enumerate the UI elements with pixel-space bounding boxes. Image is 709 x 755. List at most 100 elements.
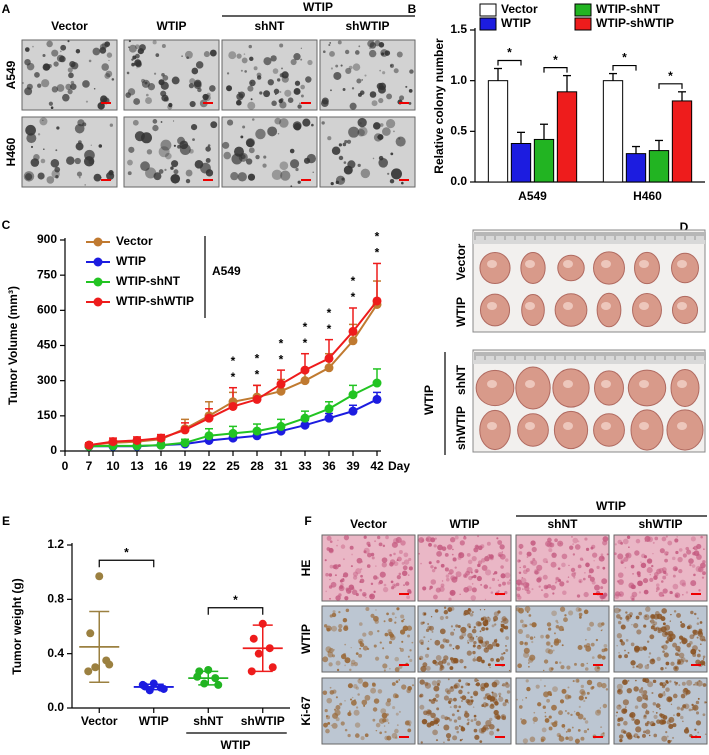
texture-dot: [360, 736, 365, 741]
significance-label: *: [255, 352, 260, 366]
texture-dot: [186, 56, 189, 60]
texture-dot: [390, 168, 402, 180]
texture-dot: [358, 45, 361, 48]
texture-dot: [543, 669, 545, 672]
texture-dot: [520, 582, 524, 586]
texture-dot: [674, 538, 679, 543]
x-tick-label: 42: [370, 459, 384, 473]
texture-dot: [574, 544, 581, 550]
texture-dot: [84, 184, 86, 186]
texture-dot: [470, 571, 473, 574]
micrograph: [417, 534, 512, 602]
texture-dot: [104, 73, 111, 79]
texture-dot: [642, 646, 648, 651]
significance-label: *: [124, 545, 129, 559]
texture-dot: [338, 628, 342, 632]
texture-dot: [695, 659, 701, 665]
texture-dot: [588, 568, 594, 574]
micrograph: [613, 605, 708, 673]
texture-dot: [522, 699, 524, 701]
texture-dot: [355, 686, 359, 690]
texture-dot: [356, 557, 363, 564]
texture-dot: [433, 544, 437, 548]
texture-dot: [546, 541, 553, 548]
texture-dot: [330, 89, 332, 92]
texture-dot: [345, 608, 350, 613]
tumor: [593, 413, 625, 447]
texture-dot: [532, 716, 538, 723]
texture-dot: [168, 102, 173, 108]
texture-dot: [396, 556, 402, 562]
texture-dot: [329, 50, 335, 57]
data-point: [91, 663, 100, 672]
texture-dot: [567, 695, 572, 699]
texture-dot: [299, 102, 301, 104]
texture-dot: [70, 61, 79, 70]
texture-dot: [373, 575, 378, 580]
texture-dot: [263, 57, 272, 66]
texture-dot: [580, 736, 585, 741]
texture-dot: [632, 573, 634, 575]
texture-dot: [646, 558, 653, 564]
texture-dot: [661, 631, 668, 638]
texture-dot: [524, 642, 527, 644]
texture-dot: [618, 734, 624, 739]
texture-dot: [655, 583, 660, 588]
texture-dot: [597, 654, 602, 659]
texture-dot: [540, 679, 542, 681]
texture-dot: [391, 586, 394, 589]
texture-dot: [375, 729, 378, 732]
texture-dot: [498, 554, 502, 557]
texture-dot: [618, 579, 624, 585]
texture-dot: [385, 535, 389, 540]
texture-dot: [681, 638, 687, 645]
significance-bracket: [98, 559, 155, 568]
texture-dot: [616, 633, 623, 639]
texture-dot: [352, 63, 361, 71]
texture-dot: [155, 53, 160, 57]
texture-dot: [584, 696, 588, 700]
texture-dot: [535, 684, 540, 689]
texture-dot: [691, 564, 696, 568]
texture-dot: [631, 597, 635, 601]
micrograph: [417, 605, 512, 673]
texture-dot: [644, 540, 647, 542]
texture-dot: [663, 570, 667, 575]
texture-dot: [670, 591, 673, 594]
texture-dot: [338, 623, 343, 629]
legend-label: WTIP-shWTIP: [116, 294, 194, 308]
texture-dot: [559, 606, 566, 612]
texture-dot: [376, 576, 379, 580]
texture-dot: [630, 564, 635, 569]
texture-dot: [400, 614, 405, 619]
texture-dot: [342, 142, 347, 147]
significance-label: *: [327, 306, 332, 320]
texture-dot: [55, 175, 59, 179]
texture-dot: [596, 709, 601, 714]
texture-dot: [673, 681, 677, 684]
texture-dot: [463, 665, 467, 669]
texture-dot: [321, 121, 325, 125]
texture-dot: [380, 49, 389, 57]
texture-dot: [173, 144, 176, 147]
texture-dot: [379, 571, 386, 578]
texture-dot: [368, 630, 374, 636]
significance-label: *: [279, 352, 284, 366]
texture-dot: [542, 558, 548, 564]
tumor: [670, 369, 700, 407]
texture-dot: [666, 735, 669, 738]
texture-dot: [505, 683, 510, 688]
texture-dot: [497, 540, 503, 545]
texture-dot: [505, 558, 509, 562]
texture-dot: [555, 625, 560, 629]
texture-dot: [547, 690, 552, 696]
texture-dot: [281, 75, 289, 83]
texture-dot: [573, 571, 577, 575]
texture-dot: [647, 681, 654, 688]
texture-dot: [382, 586, 389, 593]
texture-dot: [529, 636, 534, 640]
texture-dot: [500, 620, 503, 623]
texture-dot: [206, 92, 211, 97]
data-point: [84, 667, 93, 676]
texture-dot: [340, 544, 346, 549]
